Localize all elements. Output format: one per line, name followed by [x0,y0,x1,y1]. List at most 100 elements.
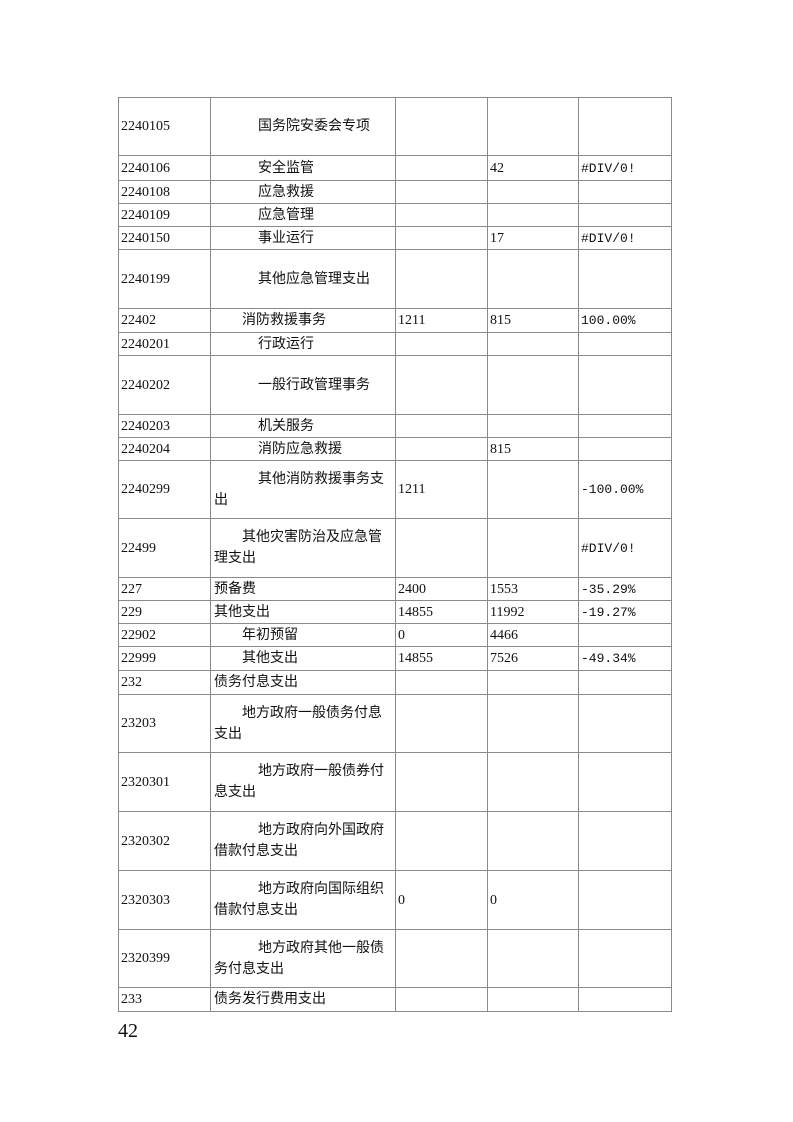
table-row: 2240108 应急救援 [118,180,672,204]
code-cell: 22999 [118,646,211,671]
value-cell-1 [395,694,488,753]
rate-cell [578,203,672,227]
name-cell: 其他应急管理支出 [210,249,396,309]
table-row: 229 其他支出 14855 11992 -19.27% [118,600,672,624]
rate-cell: -19.27% [578,600,672,624]
rate-cell [578,97,672,156]
code-cell: 2240109 [118,203,211,227]
code-cell: 2240201 [118,332,211,356]
name-cell: 应急救援 [210,180,396,204]
table-row: 22999 其他支出 14855 7526 -49.34% [118,646,672,671]
rate-cell [578,694,672,753]
value-cell-2 [487,97,579,156]
code-cell: 2320399 [118,929,211,988]
name-cell: 机关服务 [210,414,396,438]
value-cell-2 [487,332,579,356]
table-row: 2240202 一般行政管理事务 [118,355,672,415]
value-cell-1 [395,929,488,988]
code-cell: 2240299 [118,460,211,519]
value-cell-2: 1553 [487,577,579,601]
code-cell: 2240108 [118,180,211,204]
table-row: 2320303 地方政府向国际组织借款付息支出 0 0 [118,870,672,930]
value-cell-2: 0 [487,870,579,930]
table-row: 2320301 地方政府一般债券付息支出 [118,752,672,812]
code-cell: 2240203 [118,414,211,438]
name-cell: 消防救援事务 [210,308,396,333]
name-cell: 行政运行 [210,332,396,356]
value-cell-2 [487,694,579,753]
rate-cell [578,929,672,988]
value-cell-1 [395,332,488,356]
value-cell-1 [395,97,488,156]
rate-cell: -100.00% [578,460,672,519]
value-cell-2 [487,987,579,1012]
page-number: 42 [118,1020,138,1042]
value-cell-1: 14855 [395,600,488,624]
name-cell: 其他支出 [210,600,396,624]
value-cell-1 [395,437,488,461]
value-cell-2 [487,414,579,438]
value-cell-1 [395,203,488,227]
value-cell-1: 0 [395,623,488,647]
name-cell: 地方政府向国际组织借款付息支出 [210,870,396,930]
name-cell: 年初预留 [210,623,396,647]
table-row: 2240105 国务院安委会专项 [118,97,672,156]
code-cell: 2320302 [118,811,211,871]
rate-cell [578,623,672,647]
code-cell: 23203 [118,694,211,753]
table-row: 2240201 行政运行 [118,332,672,356]
table-row: 233 债务发行费用支出 [118,987,672,1012]
rate-cell: -35.29% [578,577,672,601]
value-cell-2: 11992 [487,600,579,624]
code-cell: 2320301 [118,752,211,812]
name-cell: 其他灾害防治及应急管理支出 [210,518,396,578]
code-cell: 2240199 [118,249,211,309]
code-cell: 227 [118,577,211,601]
code-cell: 2240105 [118,97,211,156]
value-cell-2 [487,670,579,695]
value-cell-1 [395,355,488,415]
value-cell-2 [487,249,579,309]
rate-cell: #DIV/0! [578,155,672,181]
code-cell: 2240106 [118,155,211,181]
table-row: 22902 年初预留 0 4466 [118,623,672,647]
rate-cell: #DIV/0! [578,226,672,250]
value-cell-2: 815 [487,308,579,333]
code-cell: 233 [118,987,211,1012]
value-cell-1 [395,249,488,309]
code-cell: 2320303 [118,870,211,930]
table-row: 23203 地方政府一般债务付息支出 [118,694,672,753]
value-cell-2 [487,355,579,415]
name-cell: 地方政府一般债务付息支出 [210,694,396,753]
code-cell: 22902 [118,623,211,647]
value-cell-2 [487,929,579,988]
table-row: 2240203 机关服务 [118,414,672,438]
rate-cell [578,752,672,812]
value-cell-1 [395,414,488,438]
name-cell: 地方政府向外国政府借款付息支出 [210,811,396,871]
rate-cell [578,414,672,438]
table-row: 2240199 其他应急管理支出 [118,249,672,309]
rate-cell [578,249,672,309]
code-cell: 2240150 [118,226,211,250]
code-cell: 22402 [118,308,211,333]
value-cell-2: 4466 [487,623,579,647]
name-cell: 债务付息支出 [210,670,396,695]
table-row: 2240150 事业运行 17 #DIV/0! [118,226,672,250]
value-cell-2: 42 [487,155,579,181]
value-cell-1 [395,155,488,181]
code-cell: 232 [118,670,211,695]
name-cell: 债务发行费用支出 [210,987,396,1012]
code-cell: 2240204 [118,437,211,461]
name-cell: 地方政府其他一般债务付息支出 [210,929,396,988]
value-cell-1: 0 [395,870,488,930]
value-cell-1: 1211 [395,308,488,333]
value-cell-2 [487,752,579,812]
code-cell: 22499 [118,518,211,578]
rate-cell: #DIV/0! [578,518,672,578]
table-row: 227 预备费 2400 1553 -35.29% [118,577,672,601]
name-cell: 应急管理 [210,203,396,227]
name-cell: 国务院安委会专项 [210,97,396,156]
value-cell-1 [395,226,488,250]
value-cell-2 [487,811,579,871]
